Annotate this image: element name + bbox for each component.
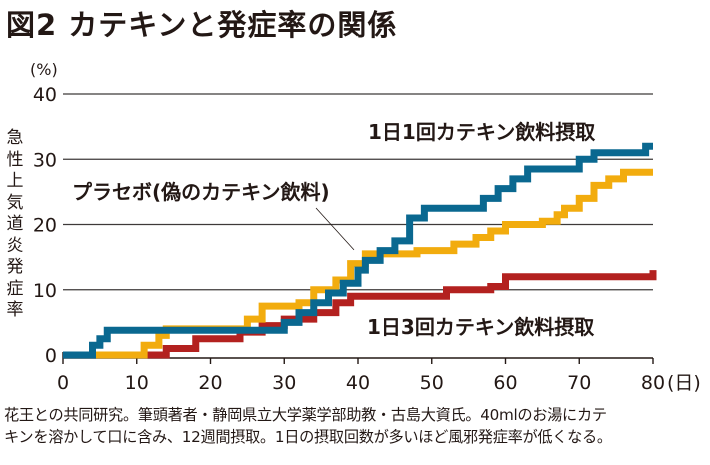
y-axis-label-char: 気 <box>6 192 24 213</box>
x-tick-label-30: 30 <box>272 372 296 394</box>
series-line-once <box>63 142 653 359</box>
caption-line-2: キンを溶かして口に含み、12週間摂取。1日の摂取回数が多いほど風邪発症率が低くな… <box>4 428 612 446</box>
x-tick-label-10: 10 <box>125 372 149 394</box>
y-axis-label-char: 率 <box>6 300 24 320</box>
y-tick-label-10: 10 <box>33 280 57 302</box>
y-axis-label-char: 発 <box>6 257 24 277</box>
leader-line-placebo <box>315 207 355 251</box>
series-label-placebo: プラセボ(偽のカテキン飲料) <box>72 180 330 204</box>
y-axis-label-char: 急 <box>6 128 24 148</box>
series-group <box>63 142 657 359</box>
caption: 花王との共同研究。筆頭著者・静岡県立大学薬学部助教・古島大資氏。40mlのお湯に… <box>4 404 612 448</box>
chart-title: 図2 カテキンと発症率の関係 <box>6 8 398 42</box>
labels-group: 0 10 20 30 40 0 10 20 30 40 50 60 70 80 (日) 1日1回カテキン飲料摂… <box>33 84 701 394</box>
y-axis-label: 急性上気道炎発症率 <box>5 128 25 322</box>
y-axis-label-char: 上 <box>6 171 24 191</box>
y-axis-label-char: 道 <box>6 214 24 234</box>
series-label-once: 1日1回カテキン飲料摂取 <box>368 120 595 144</box>
x-tick-label-60: 60 <box>493 372 517 394</box>
x-tick-label-70: 70 <box>567 372 591 394</box>
x-unit-label: (日) <box>667 372 701 394</box>
x-tick-label-80: 80 <box>641 372 665 394</box>
y-tick-label-40: 40 <box>33 84 57 106</box>
y-axis-label-char: 症 <box>6 278 24 299</box>
y-tick-label-20: 20 <box>33 215 57 237</box>
x-tick-label-0: 0 <box>57 372 69 394</box>
caption-line-1: 花王との共同研究。筆頭著者・静岡県立大学薬学部助教・古島大資氏。40mlのお湯に… <box>4 406 607 424</box>
y-axis-label-char: 炎 <box>6 235 24 256</box>
x-tick-label-50: 50 <box>420 372 444 394</box>
series-line-placebo <box>63 168 653 359</box>
y-axis-label-char: 性 <box>6 149 24 170</box>
x-tick-label-20: 20 <box>198 372 222 394</box>
y-tick-label-0: 0 <box>45 345 57 367</box>
series-label-thrice: 1日3回カテキン飲料摂取 <box>367 315 594 339</box>
y-unit-label: (%) <box>30 60 58 79</box>
y-tick-label-30: 30 <box>33 149 57 171</box>
x-tick-label-40: 40 <box>346 372 370 394</box>
